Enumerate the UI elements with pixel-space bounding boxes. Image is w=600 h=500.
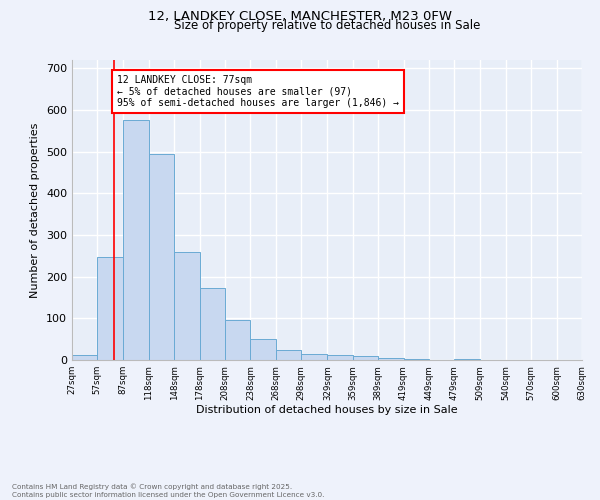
Bar [250,339,276,360]
Bar [328,354,353,360]
Bar [200,288,225,360]
Bar [97,257,123,360]
Text: 12 LANDKEY CLOSE: 77sqm
← 5% of detached houses are smaller (97)
95% of semi-det: 12 LANDKEY CLOSE: 77sqm ← 5% of detached… [117,74,399,108]
Bar [301,354,328,360]
Bar [353,356,378,360]
X-axis label: Distribution of detached houses by size in Sale: Distribution of detached houses by size … [196,406,458,415]
Bar [378,358,404,360]
Text: Contains HM Land Registry data © Crown copyright and database right 2025.
Contai: Contains HM Land Registry data © Crown c… [12,484,325,498]
Bar [175,252,200,360]
Bar [149,154,175,360]
Title: Size of property relative to detached houses in Sale: Size of property relative to detached ho… [174,20,480,32]
Bar [72,354,97,360]
Bar [404,359,429,360]
Text: 12, LANDKEY CLOSE, MANCHESTER, M23 0FW: 12, LANDKEY CLOSE, MANCHESTER, M23 0FW [148,10,452,23]
Bar [123,120,149,360]
Bar [225,320,250,360]
Bar [454,359,479,360]
Bar [276,350,301,360]
Y-axis label: Number of detached properties: Number of detached properties [31,122,40,298]
